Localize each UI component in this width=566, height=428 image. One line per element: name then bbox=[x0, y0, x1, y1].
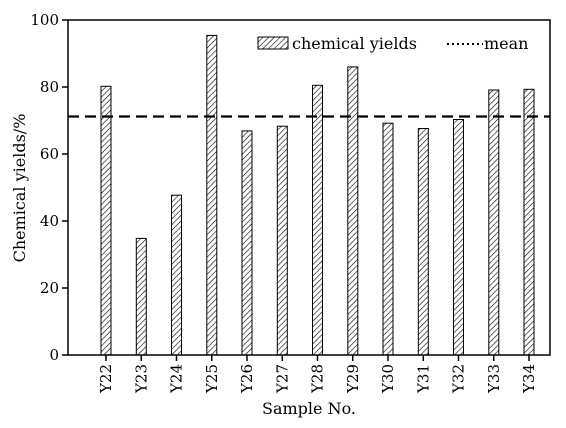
bar-Y34 bbox=[523, 88, 535, 356]
bar-Y26 bbox=[241, 130, 253, 356]
x-tick-label-Y29: Y29 bbox=[344, 364, 362, 394]
bar-Y30 bbox=[382, 122, 394, 356]
y-tick-label-0: 0 bbox=[49, 346, 59, 364]
legend: chemical yields mean bbox=[257, 34, 528, 53]
x-axis-title: Sample No. bbox=[262, 399, 356, 418]
bar-Y29 bbox=[347, 66, 359, 356]
bar-Y22 bbox=[100, 85, 112, 356]
bar-Y32 bbox=[453, 119, 464, 356]
x-tick-label-Y24: Y24 bbox=[168, 364, 186, 394]
y-tick-label-80: 80 bbox=[40, 78, 59, 96]
x-axis: Y22 Y23 Y24 Y25 Y26 Y27 Y28 Y29 Y30 Y31 Y32 Y33 Y34 bbox=[97, 355, 538, 394]
y-tick-label-20: 20 bbox=[40, 279, 59, 297]
legend-bar-swatch bbox=[257, 36, 289, 50]
x-tick-label-Y22: Y22 bbox=[97, 364, 115, 394]
x-tick-label-Y28: Y28 bbox=[309, 364, 327, 394]
y-axis-title: Chemical yields/% bbox=[10, 114, 29, 263]
bars-layer bbox=[100, 34, 535, 356]
x-tick-label-Y26: Y26 bbox=[238, 364, 256, 394]
y-tick-label-40: 40 bbox=[40, 212, 59, 230]
y-tick-label-100: 100 bbox=[30, 11, 59, 29]
x-tick-label-Y34: Y34 bbox=[520, 364, 538, 394]
bar-Y23 bbox=[135, 237, 147, 356]
x-tick-label-Y31: Y31 bbox=[414, 364, 432, 394]
y-tick-label-60: 60 bbox=[40, 145, 59, 163]
bar-Y27 bbox=[276, 125, 288, 356]
bar-Y24 bbox=[171, 194, 182, 356]
bar-Y28 bbox=[312, 84, 323, 356]
x-tick-label-Y33: Y33 bbox=[485, 364, 503, 394]
plot-area-frame bbox=[67, 19, 551, 356]
legend-mean-label: mean bbox=[484, 34, 528, 53]
x-tick-label-Y27: Y27 bbox=[273, 364, 291, 394]
bar-Y33 bbox=[488, 89, 500, 356]
bar-Y31 bbox=[417, 128, 429, 356]
x-tick-label-Y23: Y23 bbox=[132, 364, 150, 394]
bar-Y25 bbox=[206, 34, 218, 356]
y-axis: 0 20 40 60 80 100 bbox=[30, 11, 68, 364]
x-tick-label-Y32: Y32 bbox=[450, 364, 468, 394]
x-tick-label-Y30: Y30 bbox=[379, 364, 397, 394]
x-tick-label-Y25: Y25 bbox=[203, 364, 221, 394]
legend-bar-label: chemical yields bbox=[292, 34, 417, 53]
